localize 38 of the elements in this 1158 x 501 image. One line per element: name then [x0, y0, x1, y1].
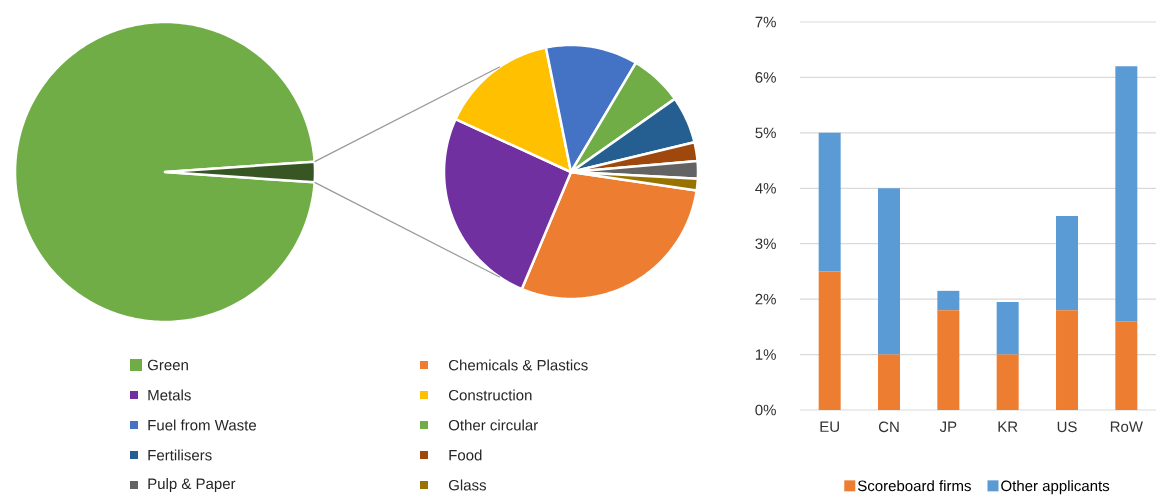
x-tick-label: US [1057, 421, 1077, 433]
bar [818, 271, 841, 410]
x-tick-label: JP [939, 421, 957, 432]
bar [1056, 216, 1079, 311]
y-tick-label: 0% [755, 404, 776, 416]
y-tick-label: 4% [755, 183, 776, 194]
legend-label: Other applicants [1001, 480, 1110, 495]
legend-label: Metals [148, 389, 191, 401]
bar [1056, 310, 1079, 410]
bar [878, 354, 901, 410]
legend-label: Other circular [448, 419, 538, 431]
bar [878, 188, 901, 355]
legend-label: Fertilisers [148, 449, 212, 461]
legend-label: Green [147, 359, 188, 371]
bar [1115, 66, 1138, 322]
y-tick-label: 7% [755, 16, 776, 28]
bar [937, 310, 960, 410]
x-tick-label: CN [878, 421, 899, 433]
y-tick-label: 1% [755, 349, 776, 360]
y-tick-label: 6% [755, 72, 776, 83]
y-tick-label: 3% [755, 238, 776, 250]
legend-label: Construction [448, 389, 532, 401]
legend-label: Fuel from Waste [148, 419, 256, 431]
legend-label: Scoreboard firms [857, 480, 971, 492]
bar [1115, 321, 1138, 410]
x-tick-label: EU [820, 421, 839, 432]
bar [996, 301, 1019, 355]
y-tick-label: 5% [755, 127, 776, 139]
y-tick-label: 2% [755, 293, 776, 305]
legend-label: Food [449, 449, 482, 461]
x-tick-label: RoW [1110, 421, 1143, 432]
bar [996, 354, 1019, 410]
legend-label: Chemicals & Plastics [448, 359, 588, 371]
x-tick-label: KR [998, 421, 1018, 432]
bar [937, 290, 960, 311]
bar [818, 132, 841, 272]
legend-label: Pulp & Paper [148, 478, 236, 492]
legend-label: Glass [448, 479, 486, 491]
